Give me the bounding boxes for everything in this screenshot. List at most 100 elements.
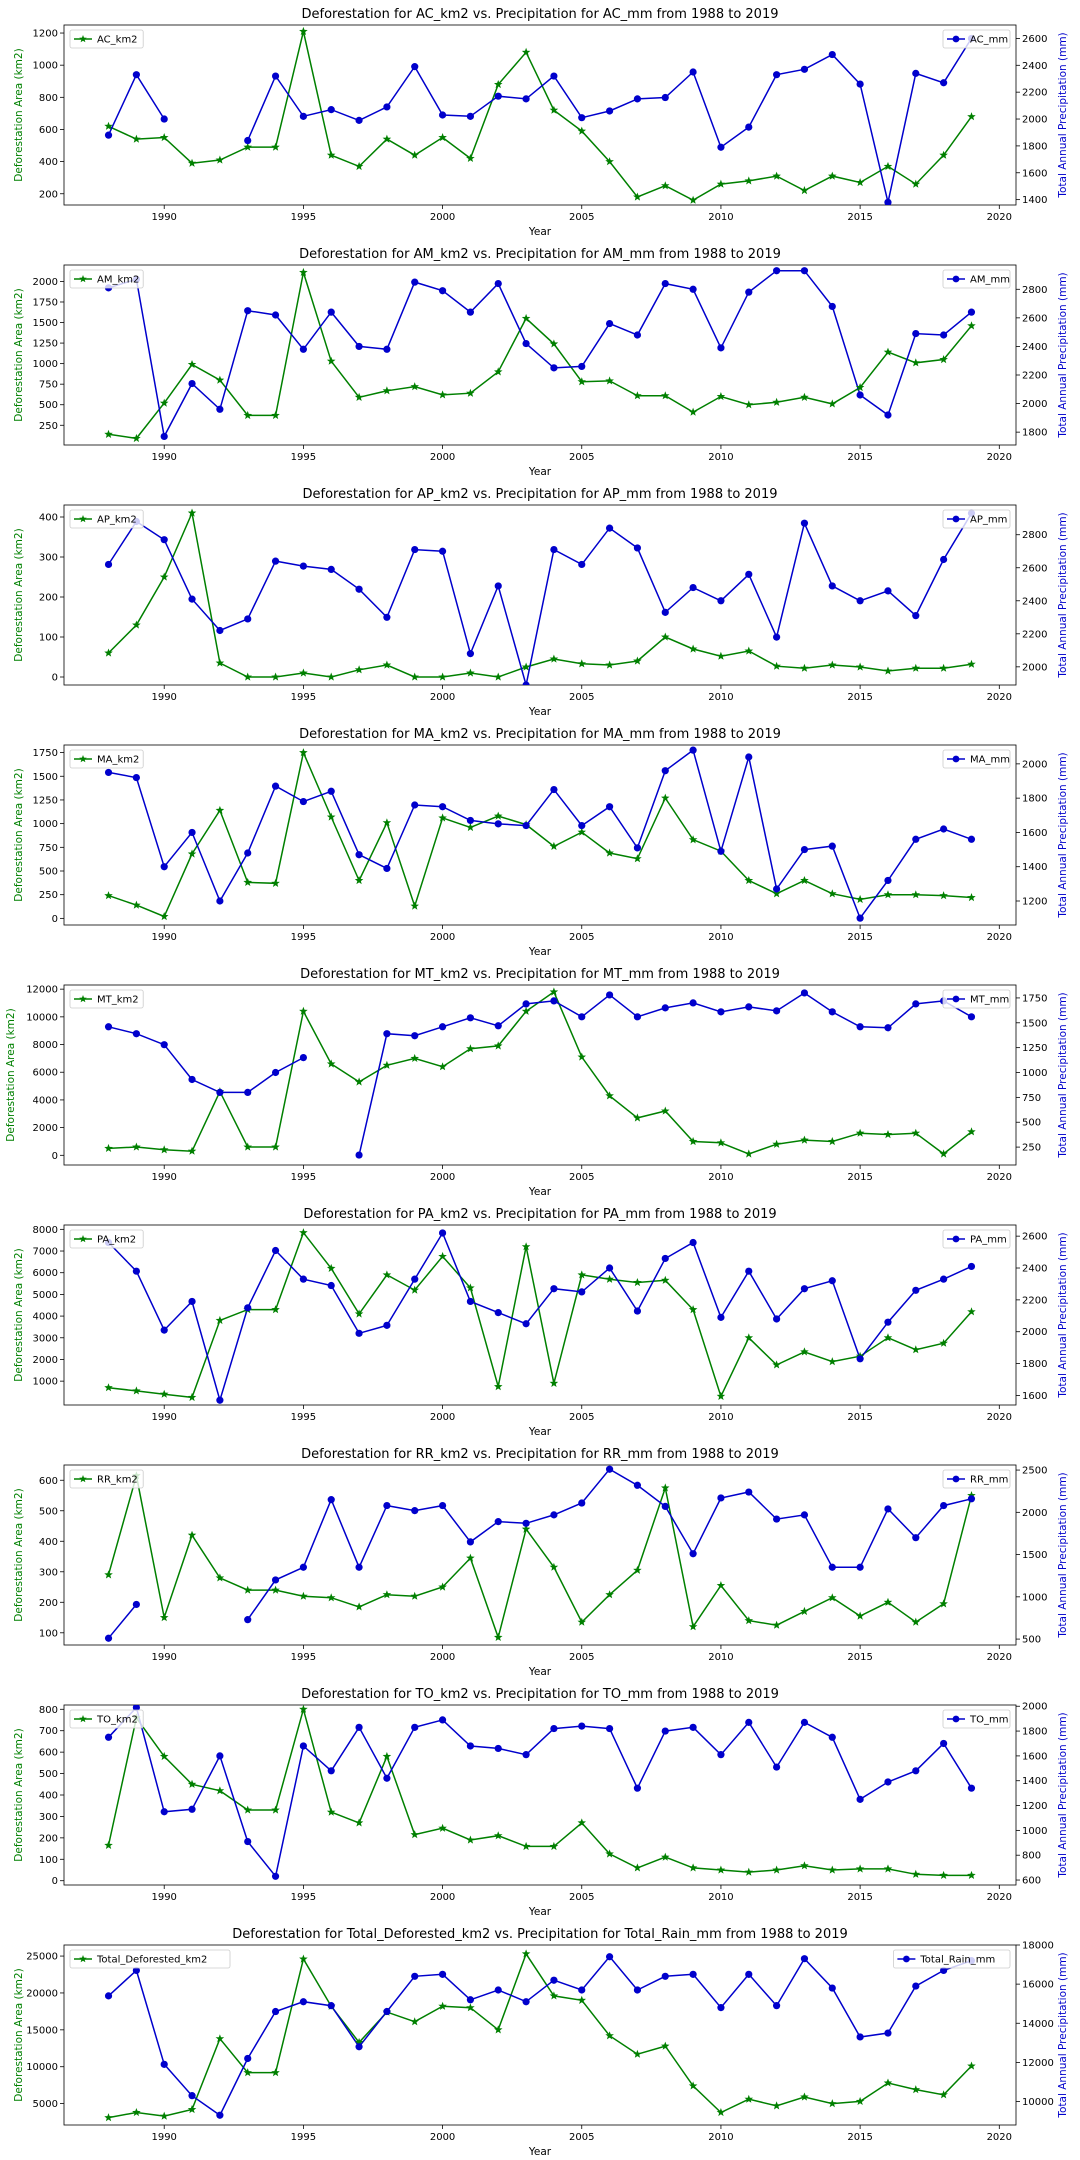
x-tick-label: 2000 — [430, 692, 455, 703]
legend-box — [942, 269, 1011, 289]
deforestation-point — [187, 1392, 197, 1402]
chart-title: Deforestation for MT_km2 vs. Precipitati… — [300, 967, 780, 982]
precipitation-point — [327, 1767, 335, 1775]
y-right-tick-label: 2000 — [1022, 662, 1047, 673]
precipitation-point — [605, 524, 614, 532]
x-tick-label: 2000 — [430, 452, 455, 463]
precipitation-point — [355, 1563, 363, 1571]
deforestation-point — [466, 1044, 475, 1053]
deforestation-point — [577, 1052, 586, 1061]
precipitation-point — [967, 1495, 976, 1503]
precipitation-point — [633, 1784, 642, 1792]
y-right-tick-label: 16000 — [1022, 1980, 1054, 1991]
precipitation-point — [466, 816, 475, 825]
deforestation-point — [939, 1149, 948, 1158]
deforestation-point — [577, 1617, 586, 1626]
y-left-tick-label: 5000 — [33, 1290, 58, 1301]
precipitation-point — [884, 1778, 892, 1786]
y-right-axis-label: Total Annual Precipitation (mm) — [1057, 1472, 1069, 1638]
legend-circle-marker — [952, 995, 960, 1003]
precipitation-point — [717, 1008, 725, 1016]
deforestation-point — [661, 2041, 670, 2050]
x-axis-label: Year — [528, 466, 552, 478]
deforestation-point — [159, 1751, 169, 1761]
deforestation-point — [299, 1705, 308, 1713]
x-axis-label: Year — [528, 1426, 552, 1438]
legend-label: AC_mm — [970, 35, 1008, 46]
x-tick-label: 2015 — [847, 452, 872, 463]
precipitation-point — [466, 1742, 475, 1750]
precipitation-point — [884, 1505, 892, 1513]
precipitation-point — [633, 331, 642, 339]
deforestation-point — [438, 672, 447, 681]
deforestation-point — [326, 1263, 336, 1272]
precipitation-point — [717, 1313, 725, 1321]
legend-circle-marker — [952, 275, 960, 283]
deforestation-point — [521, 313, 531, 323]
legend-right: PA_mm — [942, 1229, 1011, 1249]
precipitation-point — [438, 547, 447, 555]
precipitation-point — [299, 1998, 307, 2006]
x-tick-label: 2000 — [430, 1892, 455, 1903]
y-right-tick-label: 14000 — [1022, 2019, 1054, 2030]
precipitation-point — [411, 801, 419, 809]
precipitation-point — [271, 1576, 280, 1584]
x-tick-label: 2020 — [987, 1412, 1012, 1423]
y-left-tick-label: 10000 — [26, 1012, 58, 1023]
deforestation-point — [772, 889, 781, 898]
deforestation-point — [410, 1285, 419, 1294]
precipitation-point — [188, 1075, 196, 1084]
deforestation-point — [883, 2078, 893, 2087]
plot-frame — [63, 1224, 1017, 1406]
legend-right: RR_mm — [942, 1469, 1011, 1489]
y-left-tick-label: 1500 — [33, 318, 58, 329]
precipitation-point — [299, 1275, 307, 1283]
precipitation-point — [244, 849, 252, 857]
precipitation-point — [940, 555, 948, 564]
y-left-tick-label: 500 — [39, 1769, 58, 1780]
deforestation-point — [800, 1135, 809, 1144]
deforestation-point — [159, 1145, 169, 1154]
legend-right: AP_mm — [942, 509, 1011, 529]
deforestation-point — [967, 2061, 976, 2070]
deforestation-point — [187, 1146, 197, 1155]
precipitation-point — [828, 1563, 836, 1571]
legend-circle-marker — [952, 1235, 960, 1243]
deforestation-point — [104, 2113, 113, 2122]
chart-panel-8: Deforestation for TO_km2 vs. Precipitati… — [13, 1687, 1069, 1918]
precipitation-point — [383, 1774, 391, 1782]
precipitation-point — [800, 989, 809, 997]
x-tick-label: 2020 — [987, 692, 1012, 703]
precipitation-point — [550, 1976, 558, 1984]
deforestation-point — [132, 1142, 141, 1151]
deforestation-point — [855, 1128, 865, 1137]
deforestation-point — [967, 893, 976, 902]
x-tick-label: 1990 — [151, 1172, 176, 1183]
precipitation-point — [689, 999, 697, 1007]
y-right-tick-label: 2000 — [1022, 759, 1047, 770]
legend-box — [942, 509, 1011, 529]
deforestation-point — [800, 1606, 809, 1616]
legend-star-marker — [79, 275, 87, 283]
y-right-axis-label: Total Annual Precipitation (mm) — [1057, 272, 1069, 438]
precipitation-point — [466, 650, 475, 658]
y-left-tick-label: 0 — [52, 1876, 58, 1887]
precipitation-point — [828, 1277, 836, 1285]
precipitation-point — [411, 1275, 419, 1283]
legend-label: TO_mm — [969, 1715, 1008, 1726]
precipitation-point — [383, 103, 391, 111]
y-right-tick-label: 1750 — [1022, 993, 1047, 1004]
deforestation-point — [828, 1593, 837, 1602]
deforestation-point — [939, 355, 948, 364]
x-tick-label: 2010 — [708, 692, 733, 703]
y-right-tick-label: 2600 — [1022, 563, 1047, 574]
precipitation-point — [717, 1751, 725, 1759]
precipitation-point — [132, 1030, 140, 1038]
deforestation-point — [633, 656, 642, 665]
precipitation-point — [661, 93, 669, 102]
y-right-tick-label: 1250 — [1022, 1043, 1047, 1054]
precipitation-point — [494, 582, 502, 590]
precipitation-point — [856, 1023, 864, 1031]
precipitation-point — [216, 1088, 224, 1097]
y-right-tick-label: 800 — [1022, 1851, 1041, 1862]
